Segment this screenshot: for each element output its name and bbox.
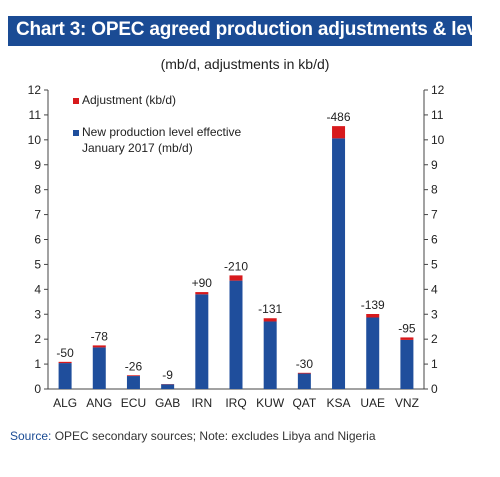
y-tick-label-right: 0 xyxy=(431,382,438,396)
y-tick-label-right: 5 xyxy=(431,257,438,271)
y-tick-label-left: 0 xyxy=(34,382,41,396)
y-tick-label-left: 9 xyxy=(34,158,41,172)
bar-adjustment xyxy=(366,314,380,318)
y-tick-label-right: 8 xyxy=(431,183,438,197)
x-tick-label: UAE xyxy=(360,396,385,410)
y-tick-label-left: 6 xyxy=(34,233,41,247)
x-tick-label: KSA xyxy=(327,396,351,410)
x-tick-label: GAB xyxy=(155,396,180,410)
x-tick-label: IRN xyxy=(191,396,212,410)
bar-level xyxy=(58,363,72,389)
footnote-text: OPEC secondary sources; Note: excludes L… xyxy=(51,429,376,443)
bar-level xyxy=(126,376,140,389)
chart-title: Chart 3: OPEC agreed production adjustme… xyxy=(16,19,500,40)
footnote: Source: OPEC secondary sources; Note: ex… xyxy=(10,429,376,443)
legend-label: Adjustment (kb/d) xyxy=(82,93,176,107)
bar-level xyxy=(92,347,106,389)
data-label: -50 xyxy=(56,346,74,360)
y-tick-label-right: 9 xyxy=(431,158,438,172)
source-label: Source: xyxy=(10,429,52,443)
bar-level xyxy=(161,384,175,389)
x-tick-label: VNZ xyxy=(395,396,419,410)
bar-level xyxy=(366,317,380,389)
y-tick-label-right: 1 xyxy=(431,357,438,371)
y-tick-label-right: 6 xyxy=(431,233,438,247)
x-tick-label: QAT xyxy=(292,396,316,410)
data-label: -486 xyxy=(327,110,351,124)
data-label: +90 xyxy=(192,276,213,290)
legend-swatch xyxy=(73,98,79,104)
bar-adjustment xyxy=(58,361,72,364)
data-label: -30 xyxy=(296,357,314,371)
bar-adjustment xyxy=(297,372,311,374)
bar-level xyxy=(297,373,311,389)
y-tick-label-left: 7 xyxy=(34,208,41,222)
data-label: -26 xyxy=(125,359,143,373)
data-label: -131 xyxy=(258,302,282,316)
bar-adjustment xyxy=(263,318,277,322)
y-tick-label-right: 4 xyxy=(431,282,438,296)
bar-adjustment xyxy=(332,126,346,139)
y-tick-label-right: 3 xyxy=(431,307,438,321)
x-tick-label: IRQ xyxy=(225,396,246,410)
y-tick-label-right: 10 xyxy=(431,133,445,147)
x-tick-label: ECU xyxy=(121,396,146,410)
data-label: -9 xyxy=(162,368,173,382)
x-tick-label: ANG xyxy=(86,396,112,410)
y-tick-label-left: 2 xyxy=(34,332,41,346)
legend-swatch xyxy=(73,130,79,136)
data-label: -78 xyxy=(91,329,109,343)
legend-label: New production level effective xyxy=(82,125,242,139)
x-tick-label: ALG xyxy=(53,396,77,410)
y-tick-label-left: 4 xyxy=(34,282,41,296)
y-tick-label-right: 11 xyxy=(431,108,444,122)
y-tick-label-left: 3 xyxy=(34,307,41,321)
legend-label: January 2017 (mb/d) xyxy=(82,141,193,155)
bar-level xyxy=(400,339,414,389)
y-tick-label-right: 12 xyxy=(431,83,445,97)
y-tick-label-right: 7 xyxy=(431,208,438,222)
y-tick-label-right: 2 xyxy=(431,332,438,346)
bar-level xyxy=(263,321,277,389)
bar-level xyxy=(229,280,243,389)
y-tick-label-left: 10 xyxy=(28,133,42,147)
title-banner: Chart 3: OPEC agreed production adjustme… xyxy=(8,16,500,46)
bar-adjustment xyxy=(126,375,140,377)
bar-level xyxy=(332,138,346,389)
bar-adjustment xyxy=(229,275,243,281)
bar-adjustment xyxy=(92,345,106,348)
bar-level xyxy=(195,294,209,389)
y-tick-label-left: 8 xyxy=(34,183,41,197)
data-label: -210 xyxy=(224,259,248,273)
bar-adjustment xyxy=(195,292,209,295)
y-tick-label-left: 1 xyxy=(34,357,41,371)
bar-adjustment xyxy=(400,337,414,340)
chart-subtitle: (mb/d, adjustments in kb/d) xyxy=(160,56,330,72)
x-tick-label: KUW xyxy=(256,396,285,410)
y-tick-label-left: 5 xyxy=(34,257,41,271)
data-label: -139 xyxy=(361,298,385,312)
y-tick-label-left: 11 xyxy=(29,108,42,122)
y-tick-label-left: 12 xyxy=(28,83,42,97)
data-label: -95 xyxy=(398,321,416,335)
